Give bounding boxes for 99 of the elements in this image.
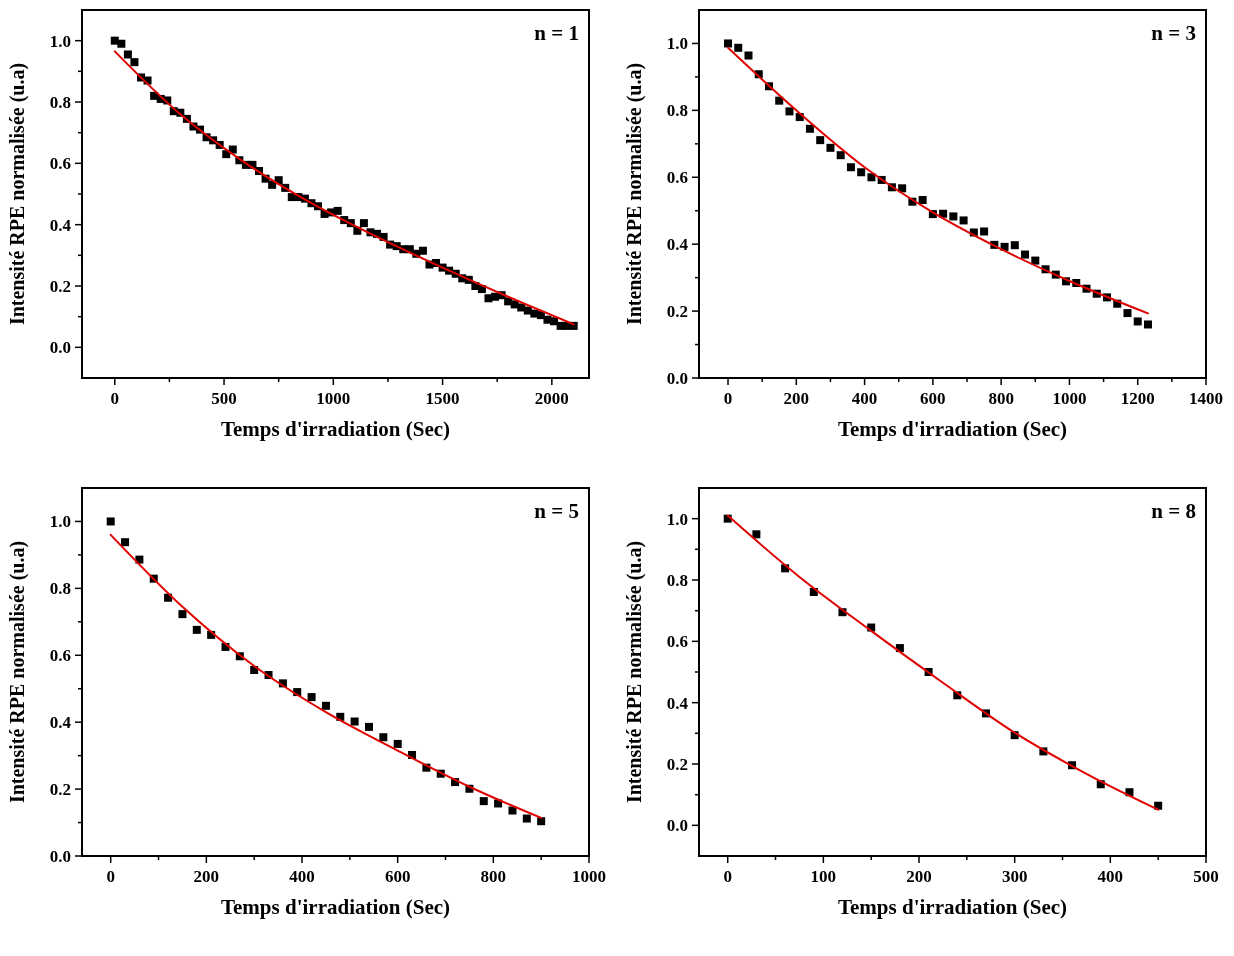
x-tick-label: 800 bbox=[480, 867, 507, 886]
point bbox=[522, 814, 531, 823]
point bbox=[724, 39, 733, 48]
x-tick-label: 600 bbox=[384, 867, 411, 886]
point bbox=[775, 96, 784, 105]
point bbox=[836, 151, 845, 160]
point bbox=[106, 517, 115, 526]
x-tick-label: 0 bbox=[723, 867, 732, 886]
x-tick-label: 2000 bbox=[534, 389, 569, 408]
y-tick-label: 0.6 bbox=[666, 632, 688, 652]
y-tick-label: 0.0 bbox=[666, 368, 688, 388]
point bbox=[980, 227, 989, 236]
x-axis-title: Temps d'irradiation (Sec) bbox=[220, 417, 451, 441]
point bbox=[752, 530, 761, 539]
y-tick-label: 0.8 bbox=[666, 570, 688, 590]
x-tick-label: 1000 bbox=[316, 389, 351, 408]
y-axis-title: Intensité RPE normalisée (u.a) bbox=[623, 62, 646, 326]
point bbox=[121, 538, 130, 547]
point bbox=[1123, 309, 1132, 318]
point bbox=[846, 163, 855, 172]
annotation: n = 8 bbox=[1151, 499, 1196, 523]
x-tick-label: 100 bbox=[810, 867, 837, 886]
y-tick-label: 0.0 bbox=[49, 846, 71, 866]
x-tick-label: 0 bbox=[110, 389, 120, 408]
point bbox=[350, 717, 359, 726]
y-tick-label: 0.0 bbox=[666, 816, 688, 836]
point bbox=[918, 196, 927, 205]
point bbox=[867, 173, 876, 182]
y-tick-label: 0.2 bbox=[666, 754, 688, 774]
y-axis-title: Intensité RPE normalisée (u.a) bbox=[623, 540, 646, 804]
x-tick-label: 500 bbox=[1193, 867, 1219, 886]
point bbox=[393, 739, 402, 748]
point bbox=[898, 184, 907, 193]
x-tick-label: 1400 bbox=[1189, 389, 1223, 408]
x-tick-label: 200 bbox=[906, 867, 932, 886]
point bbox=[537, 817, 546, 826]
y-tick-label: 0.6 bbox=[49, 154, 71, 174]
annotation: n = 3 bbox=[1151, 21, 1196, 45]
y-tick-label: 0.6 bbox=[666, 168, 688, 188]
annotation: n = 1 bbox=[534, 21, 579, 45]
y-tick-label: 0.4 bbox=[666, 693, 689, 713]
y-tick-label: 0.2 bbox=[666, 302, 688, 322]
point bbox=[744, 51, 753, 60]
y-axis-title: Intensité RPE normalisée (u.a) bbox=[6, 62, 29, 326]
point bbox=[816, 136, 825, 145]
x-tick-label: 1000 bbox=[1052, 389, 1087, 408]
y-tick-label: 0.8 bbox=[49, 92, 71, 112]
point bbox=[959, 216, 968, 225]
y-tick-label: 1.0 bbox=[49, 31, 71, 51]
point bbox=[508, 806, 517, 815]
x-axis-title: Temps d'irradiation (Sec) bbox=[837, 417, 1068, 441]
x-tick-label: 400 bbox=[1097, 867, 1124, 886]
point bbox=[949, 212, 958, 221]
point bbox=[1010, 241, 1019, 250]
point bbox=[364, 722, 373, 731]
point bbox=[785, 107, 794, 116]
y-tick-label: 0.0 bbox=[49, 338, 71, 358]
point bbox=[192, 625, 201, 634]
x-tick-label: 1500 bbox=[425, 389, 460, 408]
x-tick-label: 400 bbox=[851, 389, 878, 408]
x-tick-label: 1000 bbox=[572, 867, 606, 886]
x-tick-label: 200 bbox=[783, 389, 810, 408]
x-tick-label: 1200 bbox=[1120, 389, 1155, 408]
y-axis-title: Intensité RPE normalisée (u.a) bbox=[6, 540, 29, 804]
point bbox=[826, 143, 835, 152]
y-tick-label: 0.2 bbox=[49, 780, 71, 800]
point bbox=[321, 701, 330, 710]
point bbox=[1021, 250, 1030, 259]
point bbox=[307, 693, 316, 702]
y-tick-label: 0.8 bbox=[666, 101, 688, 121]
x-tick-label: 0 bbox=[723, 389, 733, 408]
point bbox=[857, 168, 866, 177]
y-tick-label: 0.4 bbox=[49, 215, 72, 235]
y-tick-label: 1.0 bbox=[666, 34, 688, 54]
point bbox=[178, 610, 187, 619]
point bbox=[379, 733, 388, 742]
y-tick-label: 0.6 bbox=[49, 646, 71, 666]
x-axis-title: Temps d'irradiation (Sec) bbox=[837, 895, 1068, 919]
y-tick-label: 1.0 bbox=[49, 512, 71, 532]
point bbox=[805, 124, 814, 133]
x-tick-label: 800 bbox=[988, 389, 1014, 408]
y-tick-label: 0.8 bbox=[49, 579, 71, 599]
y-tick-label: 0.2 bbox=[49, 276, 71, 296]
point bbox=[479, 797, 488, 806]
x-tick-label: 200 bbox=[193, 867, 220, 886]
x-tick-label: 300 bbox=[1001, 867, 1028, 886]
y-tick-label: 0.4 bbox=[49, 713, 72, 733]
x-tick-label: 400 bbox=[289, 867, 315, 886]
point bbox=[1133, 317, 1142, 326]
point bbox=[1031, 256, 1040, 265]
point bbox=[734, 43, 743, 52]
x-tick-label: 500 bbox=[211, 389, 237, 408]
y-tick-label: 0.4 bbox=[666, 235, 689, 255]
annotation: n = 5 bbox=[534, 499, 579, 523]
x-axis-title: Temps d'irradiation (Sec) bbox=[220, 895, 451, 919]
x-tick-label: 0 bbox=[106, 867, 115, 886]
x-tick-label: 600 bbox=[920, 389, 946, 408]
point bbox=[1143, 320, 1152, 329]
y-tick-label: 1.0 bbox=[666, 509, 688, 529]
